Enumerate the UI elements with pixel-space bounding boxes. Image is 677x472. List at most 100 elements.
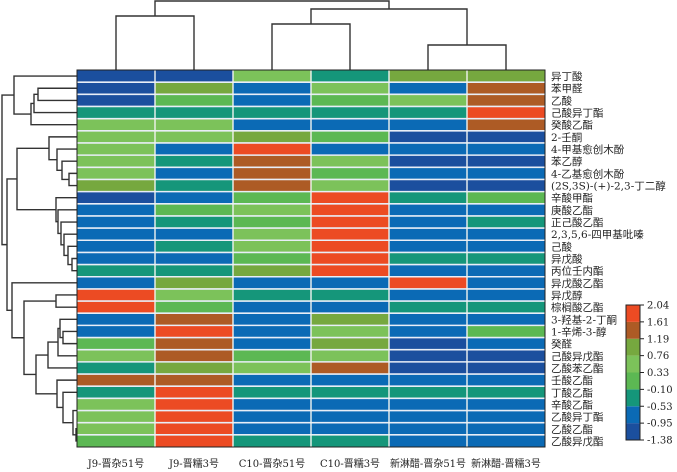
color-scale-tick-label: -1.38	[647, 436, 673, 447]
heatmap-cell	[77, 301, 155, 314]
heatmap-cell	[155, 228, 233, 241]
row-label: 庚酸乙酯	[551, 204, 593, 217]
row-label: 乙酸苯乙酯	[551, 362, 604, 375]
heatmap-cell	[77, 252, 155, 265]
heatmap-cell	[389, 240, 467, 253]
dendrogram-branch	[37, 87, 77, 102]
heatmap-cell	[233, 82, 311, 95]
heatmap-cell	[311, 288, 389, 302]
heatmap-cell	[155, 313, 233, 326]
heatmap-cell	[467, 434, 545, 447]
dendrogram-branch	[310, 8, 468, 45]
heatmap-cell	[77, 228, 155, 241]
heatmap-cell	[389, 70, 467, 83]
color-scale-tick-label: -0.53	[647, 402, 673, 413]
row-label: 棕榈酸乙酯	[551, 301, 604, 314]
heatmap-cell	[389, 228, 467, 241]
heatmap-cell	[77, 374, 155, 387]
color-scale-tick-label: 0.33	[647, 368, 669, 379]
heatmap-cell	[233, 252, 311, 265]
color-scale-band	[626, 355, 640, 373]
row-dendrogram	[1, 75, 79, 442]
heatmap-cell	[389, 130, 467, 143]
heatmap-cell	[77, 313, 155, 326]
color-scale-tick-label: 0.76	[647, 351, 669, 362]
heatmap-cell	[155, 386, 233, 399]
row-label: 正己酸乙酯	[551, 216, 604, 229]
heatmap-cell	[467, 422, 545, 435]
dendrogram-branch	[427, 44, 507, 70]
color-scale-tick-label: -0.95	[647, 419, 673, 430]
heatmap-cell	[467, 203, 545, 216]
heatmap-cell	[467, 276, 545, 289]
heatmap-cell	[155, 70, 233, 83]
heatmap-cell	[155, 179, 233, 192]
heatmap-cell	[311, 142, 389, 156]
heatmap-cell	[467, 313, 545, 326]
heatmap-cell	[389, 325, 467, 338]
heatmap-cell	[389, 252, 467, 265]
heatmap-cell	[155, 252, 233, 265]
color-scale-band	[626, 372, 640, 390]
row-label: 己酸异丁酯	[551, 107, 604, 120]
heatmap-cell	[77, 106, 155, 119]
heatmap-cell	[77, 349, 155, 362]
heatmap-cell	[233, 130, 311, 143]
heatmap-cell	[77, 155, 155, 168]
heatmap-cell	[311, 276, 389, 289]
heatmap-cell	[389, 82, 467, 95]
heatmap-cell	[311, 398, 389, 411]
heatmap-cell	[467, 167, 545, 180]
dendrogram-branch	[154, 0, 390, 16]
heatmap-cell	[311, 264, 389, 277]
color-scale-tick-label: -0.10	[647, 385, 673, 396]
dendrogram-branch	[57, 327, 77, 357]
heatmap-cell	[467, 130, 545, 143]
color-scale-band	[626, 406, 640, 424]
heatmap-cell	[467, 337, 545, 350]
heatmap-cell	[233, 276, 311, 289]
heatmap-cell	[155, 325, 233, 338]
dendrogram-branch	[13, 75, 77, 115]
heatmap-cell	[77, 337, 155, 350]
column-label: 新淋醋-晋糯3号	[471, 457, 541, 470]
heatmap-cell	[233, 264, 311, 277]
heatmap-cell	[233, 422, 311, 435]
heatmap-cell	[467, 179, 545, 192]
heatmap-cell	[311, 70, 389, 83]
heatmap-cell	[311, 130, 389, 143]
heatmap-cell	[155, 398, 233, 411]
heatmap-cell	[467, 288, 545, 302]
row-label: 乙酸乙酯	[551, 423, 593, 436]
heatmap-cell	[311, 82, 389, 95]
heatmap-cell	[233, 313, 311, 326]
heatmap-cell	[389, 276, 467, 289]
heatmap-cell	[155, 264, 233, 277]
heatmap-cell	[311, 155, 389, 168]
heatmap-cell	[389, 288, 467, 302]
heatmap-cell	[77, 94, 155, 107]
heatmap-cell	[389, 313, 467, 326]
heatmap-cell	[311, 240, 389, 253]
heatmap-cell	[467, 361, 545, 375]
heatmap-cell	[467, 106, 545, 119]
heatmap-cell	[389, 191, 467, 204]
heatmap-cell	[155, 434, 233, 447]
heatmap-cell	[155, 106, 233, 119]
heatmap-cell	[467, 70, 545, 83]
heatmap-cell	[233, 142, 311, 156]
heatmap-cell	[311, 301, 389, 314]
heatmap-cell	[155, 276, 233, 289]
heatmap-cell	[233, 70, 311, 83]
row-label: 壬酸乙酯	[551, 374, 593, 387]
heatmap-cell	[467, 94, 545, 107]
heatmap-cell	[155, 155, 233, 168]
dendrogram-branch	[33, 93, 77, 114]
heatmap-cell	[467, 240, 545, 253]
column-labels: J9-晋杂51号 J9-晋糯3号 C10-晋杂51号 C10-晋糯3号 新淋醋-晋杂51…	[87, 457, 541, 470]
heatmap-cell	[77, 167, 155, 180]
heatmap-cell	[389, 203, 467, 216]
column-label: C10-晋杂51号	[239, 458, 305, 470]
heatmap-cell	[77, 434, 155, 447]
dendrogram-branch	[115, 15, 195, 70]
